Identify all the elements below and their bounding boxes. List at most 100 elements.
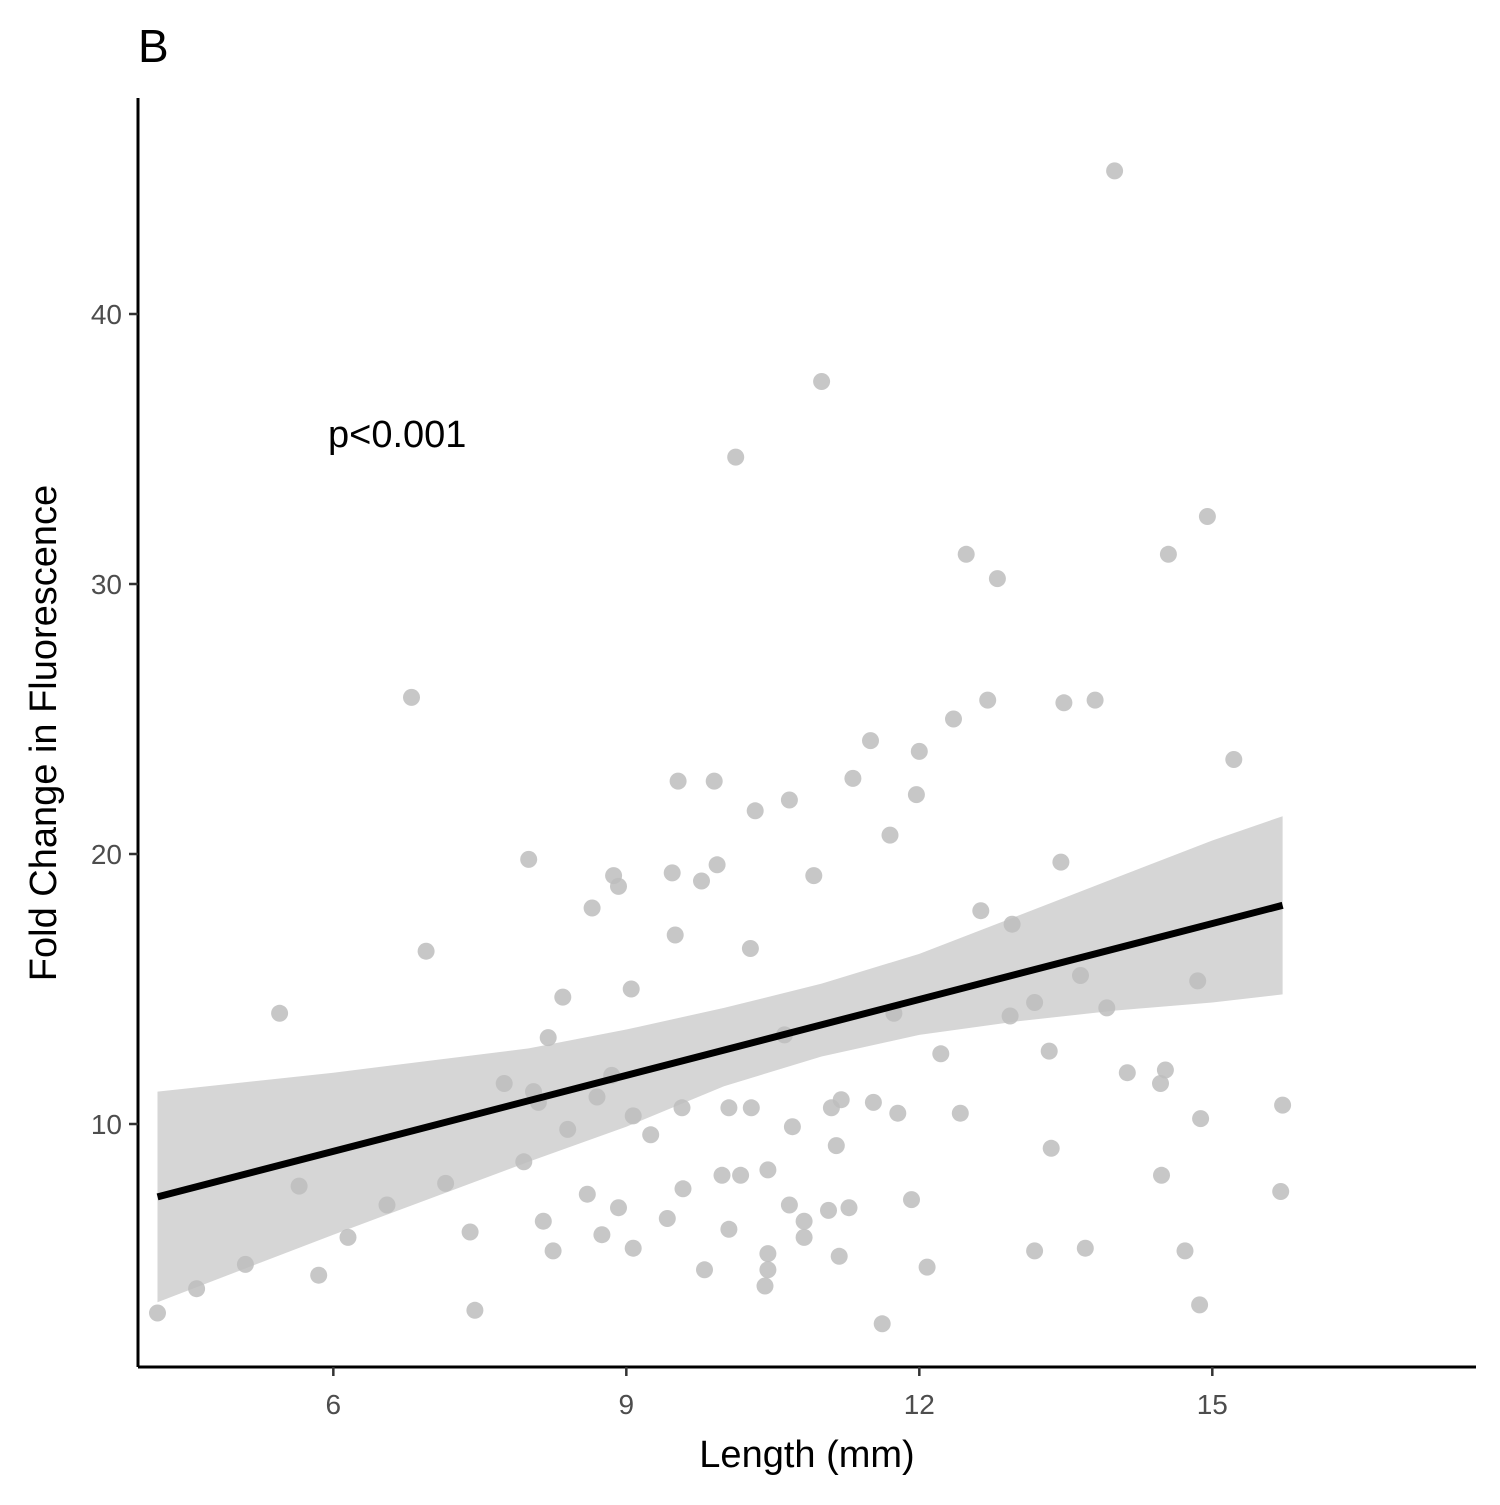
data-point-106: [1156, 1061, 1174, 1079]
data-point-21: [544, 1242, 562, 1260]
data-point-98: [1072, 967, 1089, 984]
data-point-71: [840, 1199, 858, 1217]
data-point-14: [495, 1075, 513, 1092]
x-tick-label-6: 6: [326, 1389, 342, 1420]
data-point-107: [1159, 545, 1177, 563]
data-point-85: [951, 1104, 969, 1122]
data-point-46: [713, 1166, 731, 1184]
data-point-25: [583, 899, 601, 917]
data-point-111: [1192, 1110, 1210, 1128]
data-point-2: [188, 1280, 206, 1298]
data-point-94: [1040, 1042, 1058, 1060]
data-point-37: [663, 864, 681, 882]
data-point-22: [554, 988, 572, 1006]
data-point-41: [674, 1180, 692, 1198]
y-tick-label-10: 10: [91, 1109, 122, 1140]
data-point-51: [741, 940, 759, 957]
data-point-101: [1098, 999, 1116, 1017]
data-point-73: [862, 732, 879, 750]
y-axis-ticks: 10 20 30 40: [91, 299, 138, 1140]
data-point-52: [742, 1099, 760, 1117]
data-point-49: [727, 448, 745, 466]
data-point-5: [290, 1177, 308, 1195]
data-point-79: [903, 1191, 920, 1209]
data-point-3: [236, 1255, 254, 1273]
data-point-45: [708, 856, 726, 874]
data-point-88: [979, 691, 997, 709]
data-point-54: [756, 1277, 774, 1295]
data-point-35: [642, 1126, 660, 1144]
data-point-92: [1026, 994, 1044, 1011]
data-point-110: [1191, 1296, 1209, 1314]
data-point-95: [1042, 1139, 1060, 1157]
data-point-68: [827, 1137, 845, 1155]
data-point-66: [820, 1201, 837, 1219]
data-point-13: [466, 1301, 484, 1319]
data-point-83: [932, 1045, 950, 1063]
data-point-57: [759, 1161, 777, 1179]
data-point-76: [881, 826, 899, 844]
panel-label: B: [138, 20, 169, 72]
y-axis-title: Fold Change in Fluorescence: [23, 485, 65, 981]
data-point-48: [720, 1220, 738, 1238]
data-point-53: [746, 802, 764, 820]
data-point-89: [988, 570, 1006, 588]
data-point-102: [1106, 162, 1124, 180]
points-layer: [149, 162, 1292, 1333]
data-point-56: [759, 1261, 777, 1279]
data-point-81: [910, 742, 928, 760]
data-point-61: [783, 1118, 801, 1136]
data-point-33: [624, 1107, 642, 1125]
data-point-42: [693, 872, 710, 890]
data-point-103: [1118, 1064, 1136, 1082]
regression-line: [156, 901, 1284, 1201]
data-point-30: [610, 877, 627, 895]
x-tick-label-9: 9: [619, 1389, 635, 1420]
data-point-97: [1055, 694, 1073, 712]
data-point-39: [669, 772, 687, 790]
y-tick-label-30: 30: [91, 569, 122, 600]
data-point-7: [339, 1228, 357, 1246]
data-point-19: [534, 1212, 552, 1230]
data-point-109: [1189, 972, 1207, 990]
y-tick-label-40: 40: [91, 299, 122, 330]
data-point-100: [1086, 691, 1104, 709]
p-value-annotation: p<0.001: [328, 414, 466, 456]
data-point-82: [918, 1258, 936, 1276]
data-point-40: [673, 1099, 691, 1117]
y-tick-label-20: 20: [91, 839, 122, 870]
data-point-70: [832, 1091, 850, 1109]
data-point-43: [696, 1261, 713, 1279]
data-point-72: [844, 769, 862, 787]
data-point-93: [1026, 1242, 1044, 1260]
data-point-15: [515, 1153, 533, 1171]
data-point-104: [1152, 1075, 1169, 1092]
data-point-23: [559, 1120, 577, 1138]
data-point-38: [666, 926, 684, 944]
data-point-9: [403, 688, 420, 706]
data-point-50: [732, 1166, 750, 1184]
data-point-78: [889, 1104, 907, 1122]
x-axis-ticks: 6 9 12 15: [326, 1367, 1228, 1420]
data-point-105: [1153, 1166, 1170, 1184]
data-point-4: [271, 1004, 289, 1022]
data-point-65: [813, 373, 831, 390]
data-point-34: [624, 1239, 642, 1257]
data-point-59: [780, 791, 798, 809]
confidence-band: [157, 816, 1283, 1303]
data-point-74: [864, 1093, 882, 1111]
data-point-69: [830, 1247, 848, 1265]
data-point-112: [1198, 508, 1216, 525]
data-point-26: [588, 1088, 606, 1106]
data-point-114: [1272, 1183, 1290, 1200]
data-point-113: [1225, 751, 1243, 768]
data-point-80: [907, 786, 925, 804]
x-axis-title: Length (mm): [699, 1434, 914, 1476]
data-point-60: [780, 1196, 798, 1214]
data-point-96: [1052, 853, 1070, 871]
data-point-44: [705, 772, 723, 790]
data-point-20: [539, 1029, 557, 1047]
data-point-10: [417, 942, 435, 960]
